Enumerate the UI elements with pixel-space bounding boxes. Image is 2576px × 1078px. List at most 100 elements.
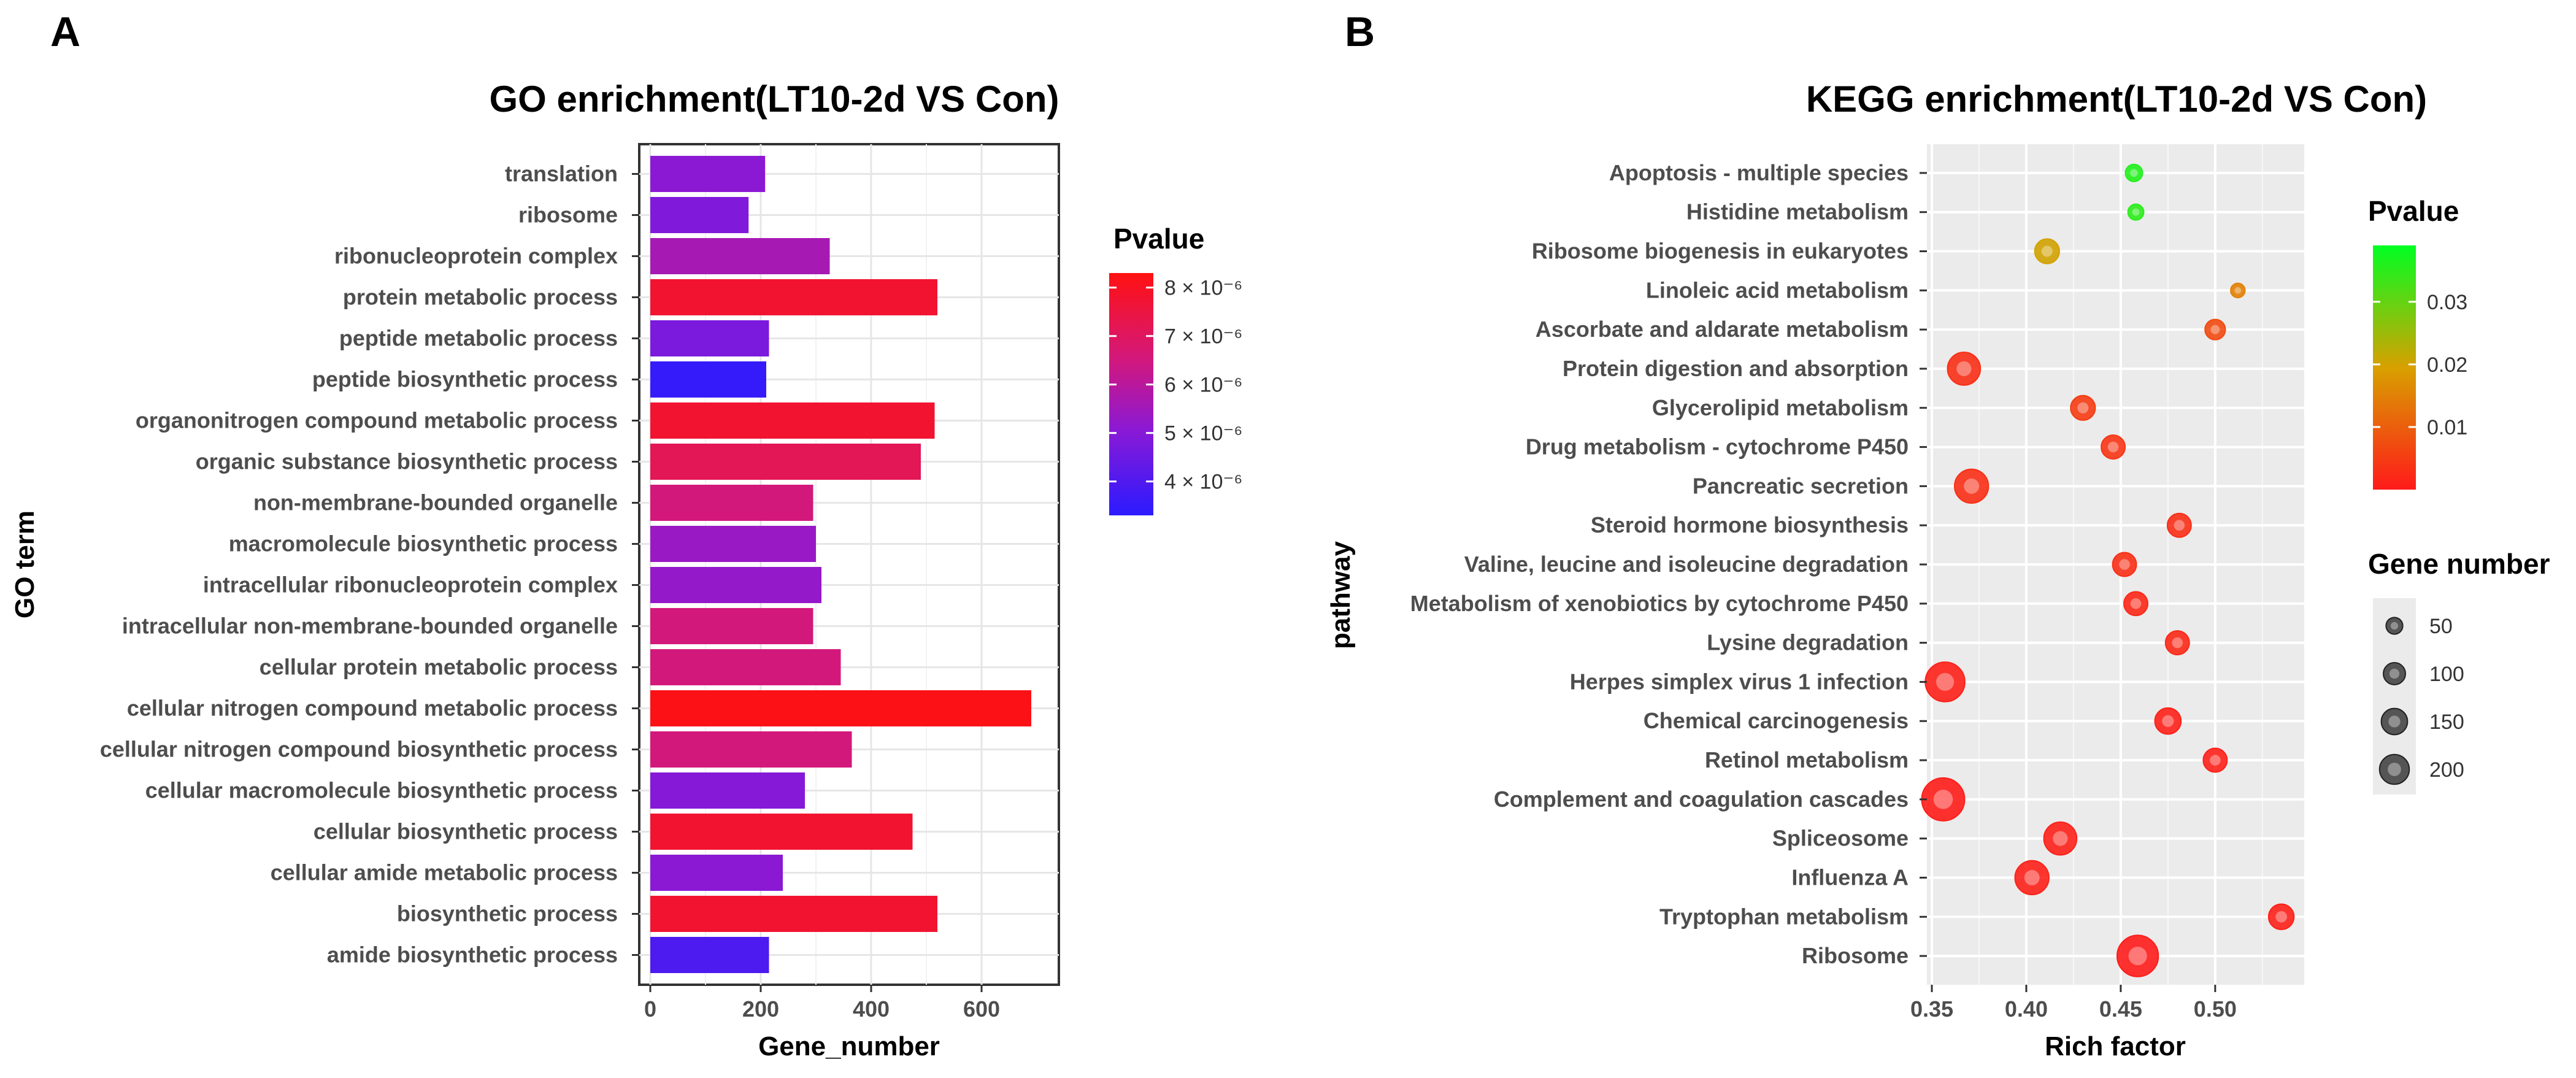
go-category-label: biosynthetic process [397,901,618,926]
kegg-point [2124,163,2143,182]
kegg-point-highlight [2128,946,2147,966]
kegg-point-highlight [2132,208,2140,216]
kegg-point-highlight [2077,402,2089,414]
kegg-point-highlight [2024,870,2040,885]
go-category-label: peptide metabolic process [339,326,618,351]
kegg-category-label: Herpes simplex virus 1 infection [1570,669,1909,694]
go-category-label: cellular nitrogen compound biosynthetic … [100,737,618,762]
kegg-size-legend-items: 50 100 150 200 [2378,615,2464,785]
kegg-size-legend-label: 150 [2429,710,2464,734]
kegg-point-highlight [1964,478,1980,494]
go-category-label: amide biosynthetic process [327,942,618,968]
kegg-point-highlight [2130,598,2142,609]
kegg-category-label: Linoleic acid metabolism [1646,277,1909,302]
kegg-category-label: Ribosome biogenesis in eukaryotes [1532,239,1909,264]
go-bar [650,608,813,644]
go-bar [650,156,766,192]
kegg-point [2123,591,2149,617]
kegg-point [1953,468,1990,504]
go-category-label: organic substance biosynthetic process [196,449,618,474]
go-bar [650,361,766,398]
go-bar [650,238,830,274]
kegg-point [2267,903,2295,931]
kegg-size-legend-title: Gene number [2368,548,2550,580]
kegg-category-label: Histidine metabolism [1686,199,1909,225]
kegg-point-highlight [2210,755,2221,766]
go-bar [650,526,816,562]
kegg-category-label: Complement and coagulation cascades [1494,787,1909,812]
go-x-tick-label: 600 [963,996,1000,1022]
kegg-category-label: Apoptosis - multiple species [1609,160,1909,185]
go-category-label: ribosome [518,202,618,228]
kegg-size-legend-circle [2378,753,2410,785]
kegg-color-legend-title: Pvalue [2368,195,2459,227]
go-x-axis-title: Gene_number [758,1031,940,1061]
go-bar [650,444,921,480]
kegg-gridlines [1927,144,2304,985]
kegg-size-legend-circle [2385,617,2404,635]
kegg-point-highlight [2172,637,2183,649]
kegg-size-legend-highlight [2388,763,2401,776]
panel-label-a: A [50,9,80,55]
go-bar [650,731,852,768]
kegg-x-ticks: 0.35 0.40 0.45 0.50 [1910,985,2237,1022]
kegg-point [2034,238,2060,264]
go-bar [650,855,783,891]
kegg-category-label: Ribosome [1802,943,1909,968]
kegg-category-label: Tryptophan metabolism [1659,904,1909,929]
go-legend-tick-label: 7 × 10⁻⁶ [1164,325,1242,348]
go-x-tick-label: 0 [644,996,656,1022]
kegg-point-highlight [2275,911,2287,923]
kegg-point-highlight [1936,672,1955,691]
kegg-x-axis-title: Rich factor [2045,1031,2186,1061]
go-legend-colorbar [1109,273,1153,515]
go-y-axis-title: GO term [10,510,40,618]
kegg-point-highlight [2210,325,2220,334]
go-legend-tick-label: 8 × 10⁻⁶ [1164,277,1242,300]
kegg-chart-title: KEGG enrichment(LT10-2d VS Con) [1806,79,2427,120]
kegg-point [2164,630,2190,656]
go-category-label: peptide biosynthetic process [312,367,618,392]
kegg-point [2014,860,2050,896]
kegg-category-label: Metabolism of xenobiotics by cytochrome … [1410,591,1909,616]
kegg-legend-tick-label: 0.03 [2427,291,2467,314]
go-bar [650,279,937,315]
go-category-label: protein metabolic process [343,285,618,310]
kegg-x-tick-label: 0.45 [2099,996,2142,1022]
kegg-category-label: Valine, leucine and isoleucine degradati… [1464,552,1909,577]
kegg-category-label: Spliceosome [1772,826,1909,851]
kegg-point-highlight [2174,520,2185,531]
kegg-legend-tick-label: 0.02 [2427,353,2467,377]
kegg-size-legend-circle [2380,707,2409,736]
kegg-point [2230,282,2246,299]
go-bar [650,937,769,973]
go-x-tick-label: 400 [853,996,890,1022]
kegg-category-label: Chemical carcinogenesis [1644,708,1909,733]
kegg-category-label: Glycerolipid metabolism [1652,395,1909,420]
kegg-size-legend-highlight [2388,715,2401,728]
go-category-labels: translation ribosome ribonucleoprotein com… [100,161,639,968]
kegg-category-label: Protein digestion and absorption [1563,356,1909,381]
go-bar [650,485,813,521]
kegg-point-highlight [2162,715,2174,727]
kegg-category-label: Steroid hormone biosynthesis [1591,512,1909,537]
kegg-category-label: Drug metabolism - cytochrome P450 [1526,434,1909,460]
kegg-point [2166,512,2192,538]
kegg-color-legend-ticks: 0.03 0.02 0.01 [2373,291,2467,439]
kegg-point [2127,203,2145,221]
go-legend-tick-label: 4 × 10⁻⁶ [1164,471,1242,494]
go-category-label: cellular protein metabolic process [260,655,618,680]
kegg-point [2070,395,2096,421]
kegg-point [2116,934,2159,977]
go-legend-tick-label: 5 × 10⁻⁶ [1164,422,1242,445]
go-chart-title: GO enrichment(LT10-2d VS Con) [490,79,1059,120]
go-category-label: intracellular ribonucleoprotein complex [203,572,618,598]
kegg-chart: KEGG enrichment(LT10-2d VS Con) Apoptosi… [1326,79,2550,1061]
go-bar [650,197,749,233]
kegg-size-legend-label: 50 [2429,615,2453,638]
kegg-x-tick-label: 0.50 [2194,996,2237,1022]
kegg-point-highlight [2053,831,2068,846]
go-bar [650,896,937,932]
kegg-category-label: Ascorbate and aldarate metabolism [1536,317,1909,342]
